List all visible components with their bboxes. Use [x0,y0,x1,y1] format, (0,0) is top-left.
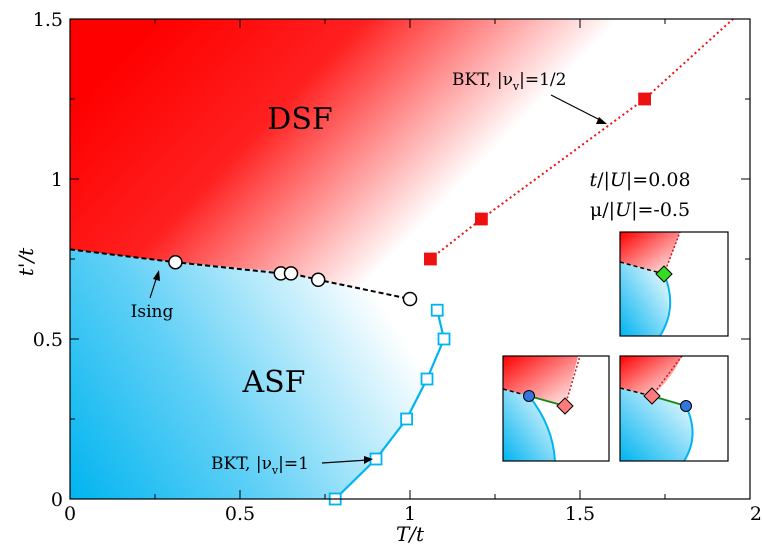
arrowhead-bkt-half [596,117,607,124]
series-layer [69,18,734,506]
inset-br-dotted-line [651,355,683,397]
arrowhead-bkt-one [364,456,373,464]
annotation-ising: Ising [131,302,174,322]
annotation-bkt-half: BKT, |νv|=1/2 [452,70,566,93]
inset-top-dashed-line [619,261,665,275]
region-label-dsf: DSF [267,102,332,137]
inset-bottom-right [619,355,729,462]
x-tick-label: 2 [750,503,762,525]
region-asf [70,249,444,499]
y-axis-label: t'/t [14,247,38,276]
inset-bl-circle-marker [523,390,535,402]
arrowhead-ising [153,270,160,281]
x-tick-label: 0.5 [225,503,255,525]
inset-br-blue-region [620,388,693,461]
y-tick-label: 1 [51,169,63,191]
inset-bottom-left [502,355,610,462]
inset-top-diamond-marker [655,265,673,283]
inset-bl-blue-line [528,395,556,462]
y-tick-label: 0 [51,489,63,511]
inset-bl-red-region [503,356,578,406]
bkt-one-point [420,372,434,386]
x-tick-label: 1.5 [565,503,595,525]
inset-bl-blue-region [503,389,555,461]
y-tick-label: 0.5 [33,329,63,351]
ising-point [283,266,299,281]
x-tick-label: 0 [64,503,76,525]
arrow-bkt-half [550,94,603,122]
x-tick-label: 1 [404,503,416,525]
inset-br-circle-marker [680,400,692,412]
bkt-one-point [437,332,451,346]
bkt-one-point [430,303,444,317]
inset-br-diamond-marker [643,387,661,405]
annotation-bkt-one: BKT, |νv|=1 [211,454,309,477]
bkt-half-point [638,92,651,106]
y-tick-label: 1.5 [33,9,63,31]
parameter-hopping: t/|U|=0.08 [589,169,690,191]
ising-point [168,254,183,270]
plot-area [69,18,734,506]
bkt-one-point [400,412,414,426]
bkt-half-transition-line [429,18,734,260]
inset-br-dashed-line [619,387,653,397]
inset-top [619,231,729,337]
inset-br-red-region [620,356,682,396]
bkt-half-point [474,212,488,226]
inset-top-red-region [620,232,680,274]
x-axis-label: T/t [396,522,425,546]
ising-point [402,291,418,307]
ising-point [310,272,326,288]
axis-ticks: 0 0.5 1 1.5 2 0 0.5 1 1.5 [33,9,762,525]
inset-bl-diamond-marker [556,397,574,415]
parameter-chemical-potential: μ/|U|=-0.5 [590,199,690,221]
region-label-asf: ASF [241,365,305,400]
arrow-bkt-one [321,459,369,464]
region-dsf [70,19,733,299]
inset-top-blue-region [620,262,669,336]
inset-bl-dotted-line [564,355,581,407]
bkt-half-point [423,252,437,266]
inset-top-dotted-line [663,231,681,275]
